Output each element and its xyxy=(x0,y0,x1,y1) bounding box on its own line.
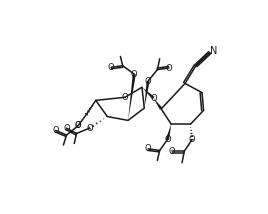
Text: O: O xyxy=(75,121,81,130)
Text: O: O xyxy=(145,77,151,86)
Polygon shape xyxy=(128,74,136,120)
Text: O: O xyxy=(164,135,171,144)
Text: O: O xyxy=(63,124,70,133)
Text: O: O xyxy=(150,94,157,103)
Text: O: O xyxy=(86,124,93,133)
Text: O: O xyxy=(169,147,175,156)
Polygon shape xyxy=(154,98,162,110)
Text: O: O xyxy=(108,63,114,72)
Text: N: N xyxy=(210,46,217,56)
Polygon shape xyxy=(144,81,150,108)
Text: O: O xyxy=(53,126,59,135)
Polygon shape xyxy=(142,87,155,99)
Text: O: O xyxy=(122,93,128,102)
Text: O: O xyxy=(166,64,172,73)
Text: O: O xyxy=(145,144,151,153)
Text: O: O xyxy=(131,70,137,79)
Text: O: O xyxy=(75,121,81,130)
Polygon shape xyxy=(166,124,171,140)
Text: O: O xyxy=(189,135,195,144)
